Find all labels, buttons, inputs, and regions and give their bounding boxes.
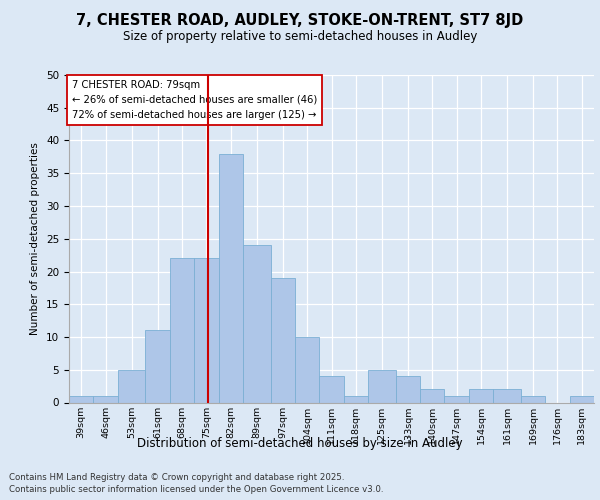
Bar (295, 337, 319, 402)
Bar (218, 154, 243, 402)
Bar (344, 396, 368, 402)
Bar (243, 246, 271, 402)
Text: Distribution of semi-detached houses by size in Audley: Distribution of semi-detached houses by … (137, 438, 463, 450)
Text: 7, CHESTER ROAD, AUDLEY, STOKE-ON-TRENT, ST7 8JD: 7, CHESTER ROAD, AUDLEY, STOKE-ON-TRENT,… (76, 12, 524, 28)
Y-axis label: Number of semi-detached properties: Number of semi-detached properties (31, 142, 40, 335)
Text: Size of property relative to semi-detached houses in Audley: Size of property relative to semi-detach… (123, 30, 477, 43)
Bar (569, 396, 594, 402)
Bar (521, 396, 545, 402)
Bar (493, 390, 521, 402)
Bar (271, 278, 295, 402)
Bar (170, 258, 194, 402)
Bar (420, 390, 445, 402)
Bar (396, 376, 420, 402)
Bar (469, 390, 493, 402)
Text: Contains public sector information licensed under the Open Government Licence v3: Contains public sector information licen… (9, 485, 383, 494)
Bar (69, 396, 94, 402)
Bar (94, 396, 118, 402)
Bar (445, 396, 469, 402)
Bar (118, 370, 145, 402)
Bar (145, 330, 170, 402)
Bar (194, 258, 218, 402)
Text: 7 CHESTER ROAD: 79sqm
← 26% of semi-detached houses are smaller (46)
72% of semi: 7 CHESTER ROAD: 79sqm ← 26% of semi-deta… (71, 80, 317, 120)
Bar (368, 370, 396, 402)
Bar (319, 376, 344, 402)
Text: Contains HM Land Registry data © Crown copyright and database right 2025.: Contains HM Land Registry data © Crown c… (9, 472, 344, 482)
